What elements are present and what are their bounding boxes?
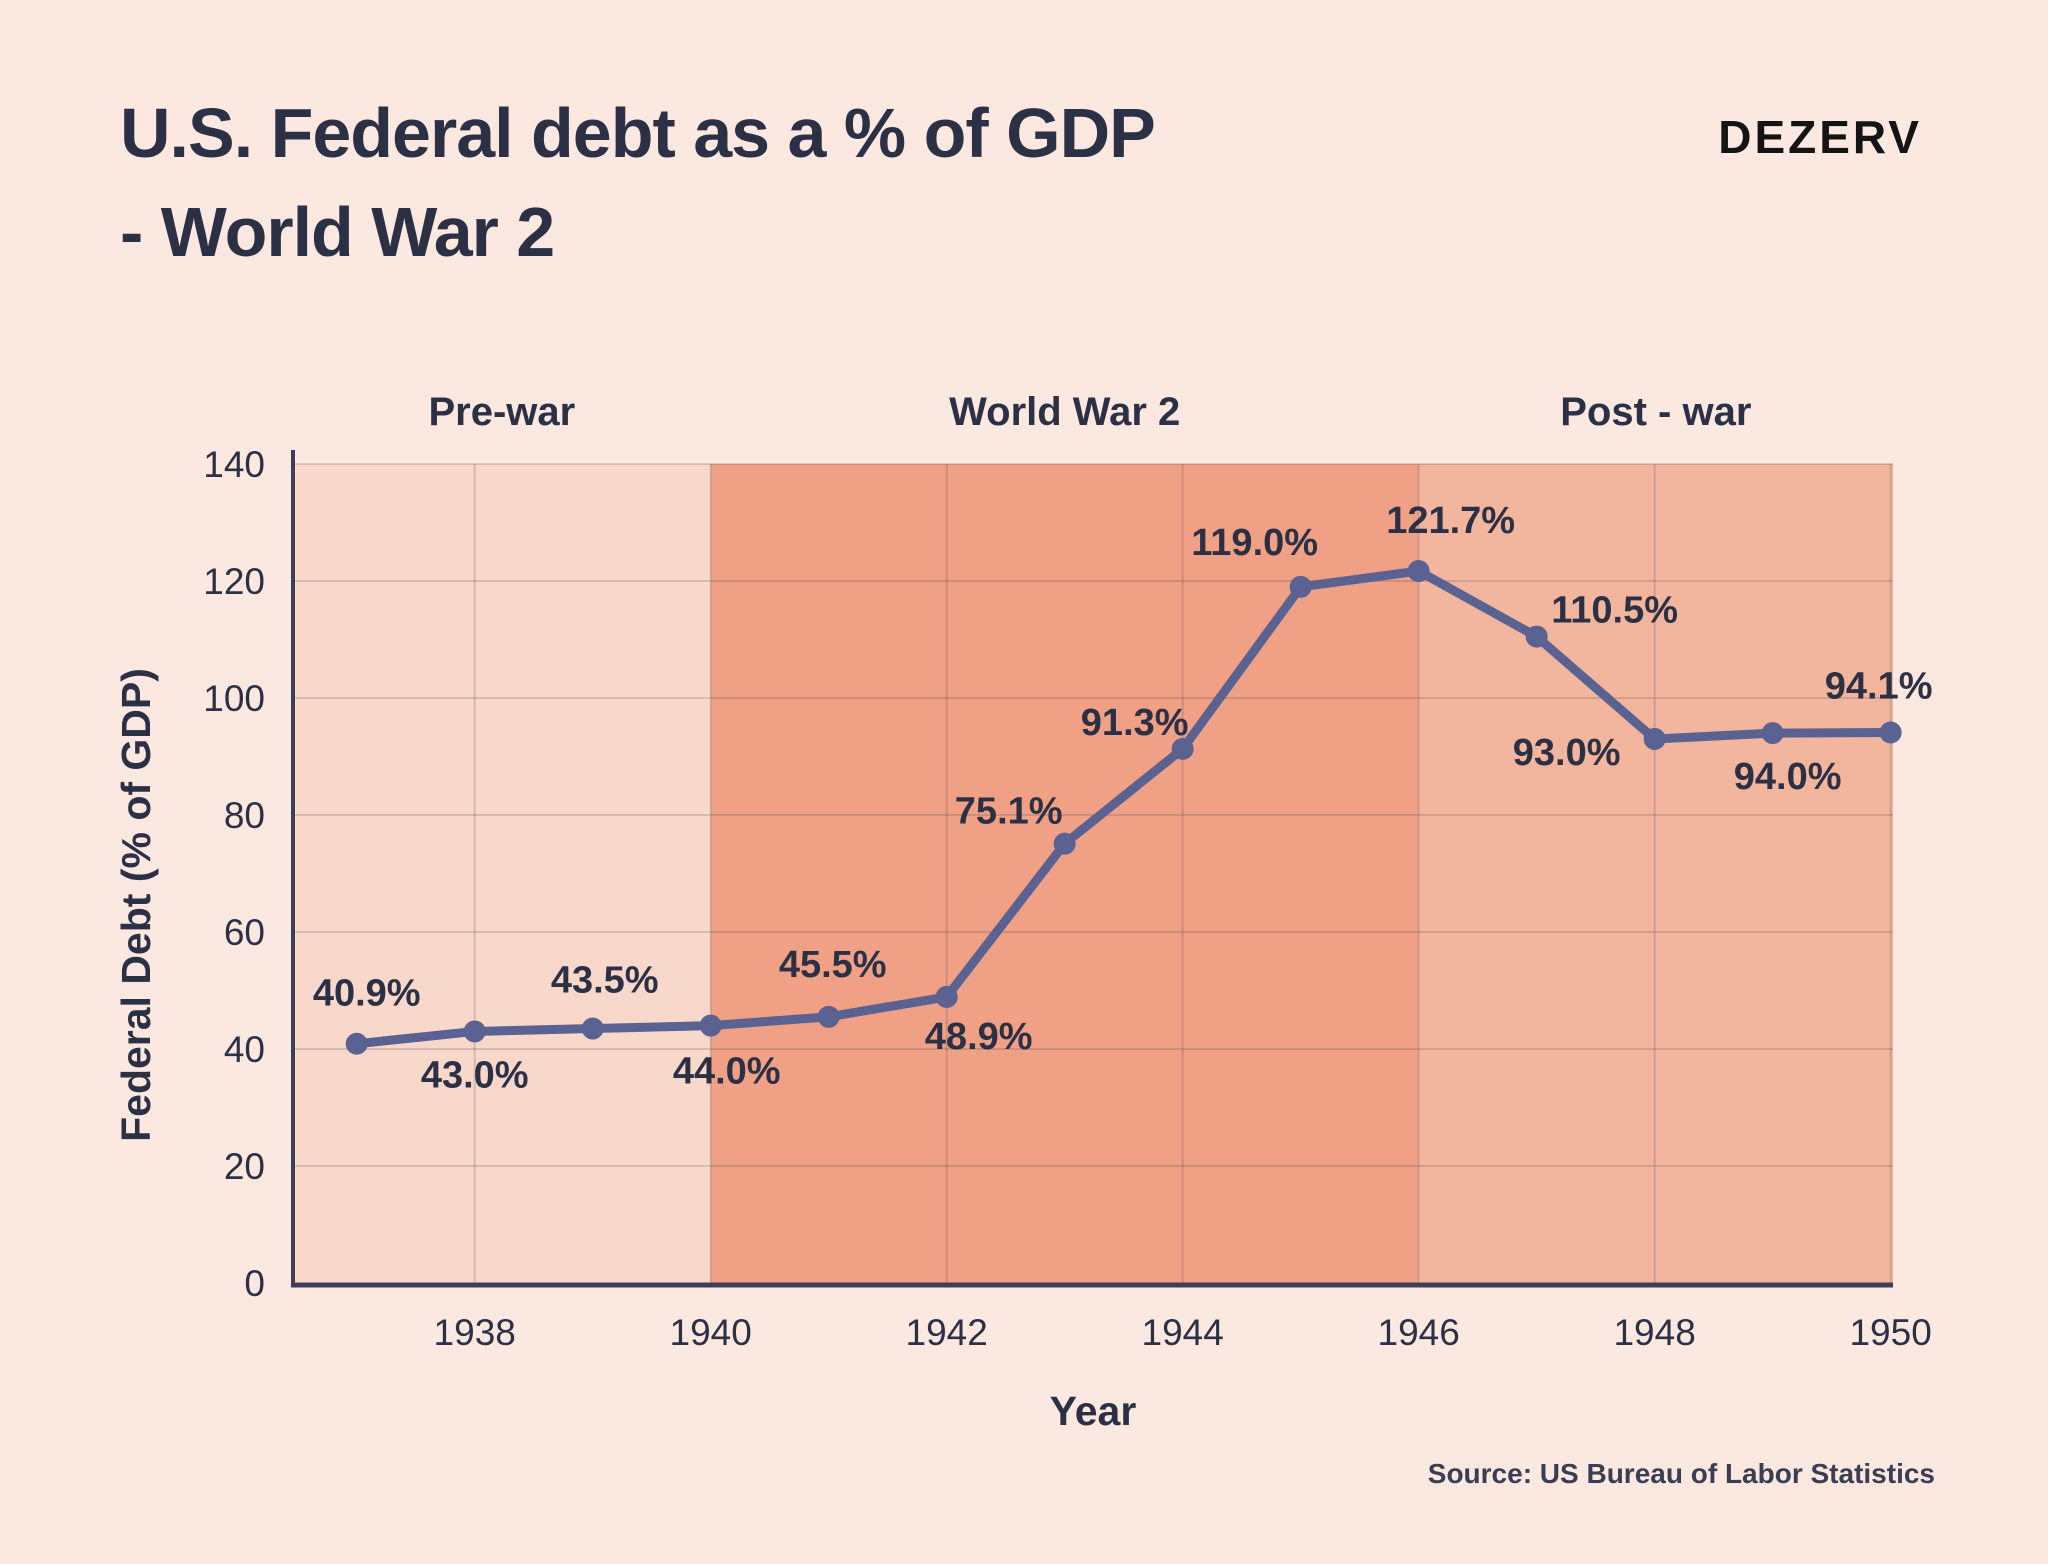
x-tick-label: 1950 (1849, 1312, 1931, 1353)
region-band (1418, 464, 1893, 1283)
chart-title: U.S. Federal debt as a % of GDP - World … (120, 84, 1156, 283)
data-point-label: 44.0% (673, 1051, 781, 1093)
source-credit: Source: US Bureau of Labor Statistics (1427, 1458, 1935, 1489)
x-tick-label: 1948 (1613, 1312, 1695, 1353)
x-tick-label: 1946 (1378, 1312, 1460, 1353)
data-point (1171, 737, 1194, 760)
x-tick-label: 1938 (434, 1312, 516, 1353)
debt-line (352, 566, 1896, 1049)
chart-title-line-1: U.S. Federal debt as a % of GDP (120, 94, 1156, 172)
region-label: Post - war (1560, 390, 1751, 434)
data-point-label: 40.9% (313, 973, 421, 1015)
data-point-label: 93.0% (1513, 732, 1621, 774)
y-tick-label: 60 (224, 912, 265, 953)
y-tick-label: 20 (224, 1146, 265, 1187)
data-point-label: 119.0% (1191, 522, 1318, 564)
data-point-label: 110.5% (1551, 590, 1678, 632)
y-axis-title: Federal Debt (% of GDP) (113, 668, 159, 1142)
data-point (463, 1020, 486, 1043)
data-point-label: 48.9% (925, 1016, 1033, 1058)
data-point (817, 1005, 840, 1028)
region-band (710, 464, 1419, 1283)
data-point-label: 94.0% (1734, 756, 1842, 798)
data-point (1879, 721, 1902, 744)
y-tick-label: 80 (224, 795, 265, 836)
data-point-label: 94.1% (1825, 666, 1933, 708)
data-point-label: 121.7% (1386, 500, 1515, 542)
x-tick-label: 1940 (670, 1312, 752, 1353)
x-tick-label: 1944 (1142, 1312, 1224, 1353)
data-point (935, 985, 958, 1008)
data-point-label: 91.3% (1081, 702, 1189, 744)
data-point (1643, 727, 1666, 750)
chart-title-line-2: - World War 2 (120, 193, 555, 272)
data-point-label: 45.5% (779, 944, 887, 986)
data-point (1053, 832, 1076, 855)
brand-logo: DEZERV (1718, 111, 1922, 163)
data-point-label: 43.5% (551, 960, 659, 1002)
region-label: World War 2 (949, 390, 1180, 434)
y-tick-label: 140 (203, 444, 265, 485)
data-point (1761, 722, 1784, 745)
data-point (699, 1014, 722, 1037)
y-tick-label: 0 (244, 1263, 265, 1304)
y-tick-label: 40 (224, 1029, 265, 1070)
data-point (345, 1032, 368, 1055)
x-axis-title: Year (1050, 1388, 1137, 1434)
data-point-label: 43.0% (421, 1054, 529, 1096)
y-tick-label: 100 (203, 678, 265, 719)
y-tick-label: 120 (203, 561, 265, 602)
data-point (1407, 560, 1430, 583)
data-point (1289, 575, 1312, 598)
data-point (581, 1017, 604, 1040)
data-point-label: 75.1% (955, 791, 1063, 833)
region-band (293, 464, 711, 1283)
region-label: Pre-war (428, 390, 575, 434)
data-point (1525, 625, 1548, 648)
x-tick-label: 1942 (906, 1312, 988, 1353)
